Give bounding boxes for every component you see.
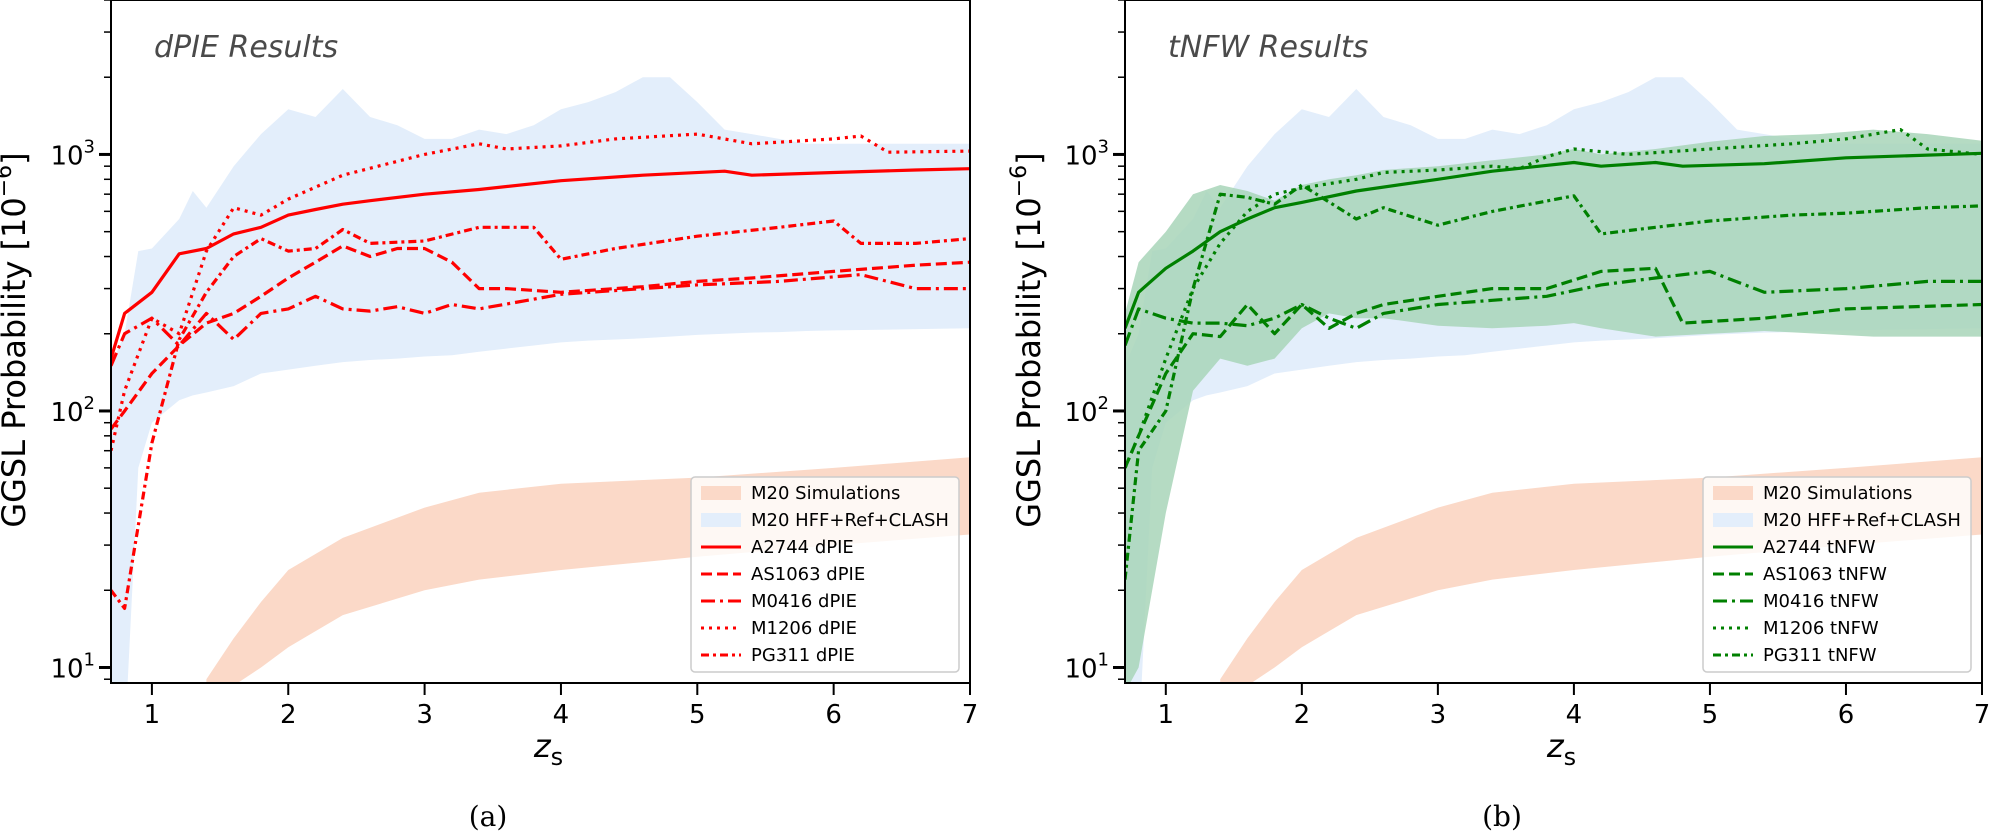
legend-label: M20 Simulations (751, 483, 900, 504)
y-axis-label: GGSL Probability [10−6] (1007, 152, 1048, 527)
y-tick-exp: 3 (84, 136, 95, 157)
y-tick-base: 10 (50, 398, 83, 428)
series-m0416-dpie (111, 273, 970, 367)
legend-label: PG311 dPIE (751, 645, 855, 666)
x-tick-label: 2 (1294, 700, 1311, 730)
y-tick-base: 10 (1064, 398, 1097, 428)
band-tnfw-uncertainty (1125, 129, 1982, 683)
y-label-end: ] (1010, 152, 1048, 164)
x-label-main: z (533, 727, 552, 765)
x-label-main: z (1546, 727, 1565, 765)
y-tick-label: 101 (50, 649, 95, 684)
series-as1063-dpie (111, 244, 970, 431)
x-tick-label: 1 (1158, 700, 1175, 730)
series-m1206-dpie (111, 132, 970, 452)
y-tick-label: 103 (1064, 136, 1109, 171)
panel-title: dPIE Results (154, 30, 338, 65)
x-tick-label: 7 (962, 700, 979, 730)
x-tick-label: 3 (1430, 700, 1447, 730)
y-label-main: GGSL Probability [10 (1010, 197, 1048, 527)
y-tick-exp: 2 (1098, 393, 1109, 414)
y-tick-label: 102 (50, 393, 95, 428)
legend-label: A2744 tNFW (1763, 537, 1876, 558)
x-tick-label: 4 (1566, 700, 1583, 730)
legend: M20 Simulations M20 HFF+Ref+CLASH A2744 tN… (1702, 476, 1972, 673)
legend-label: M20 HFF+Ref+CLASH (1763, 510, 1961, 531)
y-tick-exp: 2 (84, 393, 95, 414)
x-tick-label: 5 (1702, 700, 1719, 730)
series-pg311-dpie (111, 219, 970, 611)
legend-swatch (701, 513, 741, 527)
series-m1206-tnfw (1125, 128, 1982, 469)
series-m0416-tnfw (1125, 269, 1982, 347)
legend-label: M0416 tNFW (1763, 591, 1879, 612)
axes-frame (1124, 0, 1983, 684)
legend-swatch (1713, 486, 1753, 500)
legend-label: M1206 dPIE (751, 618, 857, 639)
legend-label: AS1063 tNFW (1763, 564, 1887, 585)
x-tick-label: 6 (1838, 700, 1855, 730)
legend-swatch (1713, 513, 1753, 527)
y-tick-base: 10 (50, 654, 83, 684)
legend-label: M20 HFF+Ref+CLASH (751, 510, 949, 531)
x-tick-label: 4 (553, 700, 570, 730)
legend-label: PG311 tNFW (1763, 645, 1877, 666)
legend-label: M0416 dPIE (751, 591, 857, 612)
y-tick-base: 10 (1064, 141, 1097, 171)
x-tick-label: 6 (825, 700, 842, 730)
x-tick-label: 5 (689, 700, 706, 730)
x-tick-label: 7 (1974, 700, 1989, 730)
x-tick-label: 2 (280, 700, 297, 730)
y-tick-base: 10 (50, 141, 83, 171)
legend-label: M20 Simulations (1763, 483, 1912, 504)
series-a2744-tnfw (1125, 151, 1982, 329)
axes-frame (110, 0, 971, 684)
series-pg311-tnfw (1125, 183, 1982, 580)
legend-label: A2744 dPIE (751, 537, 854, 558)
x-label-sub: s (551, 743, 564, 771)
y-tick-exp: 3 (1098, 136, 1109, 157)
subfigure-caption: (b) (1482, 800, 1522, 833)
x-axis-label: zs (1546, 727, 1576, 771)
legend: M20 Simulations M20 HFF+Ref+CLASH A2744 dP… (690, 476, 960, 673)
x-tick-label: 3 (416, 700, 433, 730)
y-label-main: GGSL Probability [10 (0, 197, 33, 527)
y-label-sup: −6 (1007, 165, 1032, 197)
x-tick-label: 1 (144, 700, 161, 730)
x-label-sub: s (1564, 743, 1577, 771)
panel-title: tNFW Results (1168, 30, 1368, 65)
series-a2744-dpie (111, 167, 970, 360)
legend-box (1702, 476, 1972, 673)
y-tick-label: 102 (1064, 393, 1109, 428)
y-label-end: ] (0, 152, 33, 164)
legend-label: M1206 tNFW (1763, 618, 1879, 639)
y-axis-label: GGSL Probability [10−6] (0, 152, 33, 527)
y-label-sup: −6 (0, 165, 17, 197)
legend-label: AS1063 dPIE (751, 564, 865, 585)
subfigure-caption: (a) (469, 800, 508, 833)
y-tick-exp: 1 (84, 649, 95, 670)
x-axis-label: zs (533, 727, 563, 771)
y-tick-label: 101 (1064, 649, 1109, 684)
legend-box (690, 476, 960, 673)
y-tick-label: 103 (50, 136, 95, 171)
legend-swatch (701, 486, 741, 500)
y-tick-exp: 1 (1098, 649, 1109, 670)
y-tick-base: 10 (1064, 654, 1097, 684)
series-as1063-tnfw (1125, 266, 1982, 469)
